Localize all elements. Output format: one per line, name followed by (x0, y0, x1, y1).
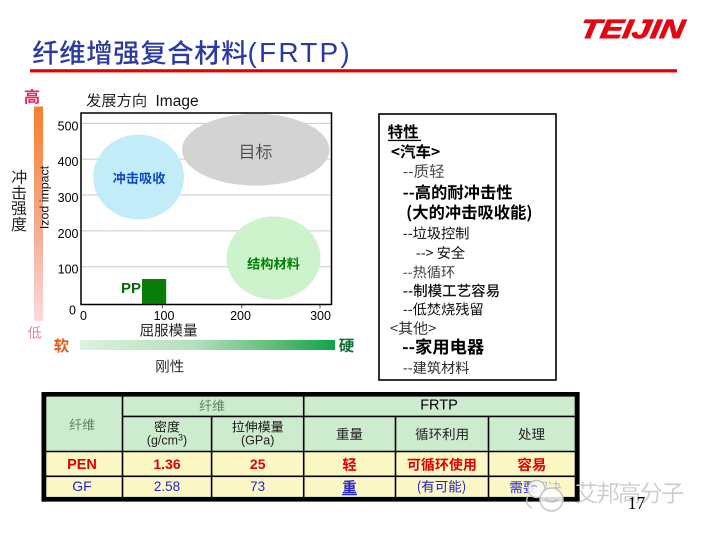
svg-text:100: 100 (58, 263, 79, 277)
svg-text:(FRTP): (FRTP) (248, 37, 352, 68)
svg-text:PEN: PEN (67, 457, 97, 473)
svg-text:500: 500 (58, 119, 79, 133)
svg-text:Izod impact: Izod impact (38, 165, 52, 229)
svg-text:100: 100 (154, 309, 175, 323)
svg-text:0: 0 (80, 309, 87, 323)
svg-text:73: 73 (250, 479, 265, 494)
svg-text:0: 0 (69, 304, 76, 318)
svg-text:2.58: 2.58 (154, 479, 180, 494)
svg-text:300: 300 (310, 309, 331, 323)
svg-text:Image: Image (156, 93, 199, 110)
svg-text:(g/cm3): (g/cm3) (147, 433, 187, 448)
svg-text:PP: PP (121, 280, 141, 297)
svg-text:FRTP: FRTP (420, 398, 458, 414)
svg-text:400: 400 (58, 155, 79, 169)
svg-text:200: 200 (230, 309, 251, 323)
svg-text:200: 200 (58, 227, 79, 241)
svg-text:GF: GF (72, 478, 91, 494)
svg-text:17: 17 (628, 493, 646, 513)
svg-text:1.36: 1.36 (153, 456, 180, 472)
svg-text:(GPa): (GPa) (241, 434, 274, 448)
svg-text:25: 25 (250, 456, 266, 472)
svg-text:TEIJIN: TEIJIN (578, 15, 688, 44)
svg-text:300: 300 (58, 191, 79, 205)
